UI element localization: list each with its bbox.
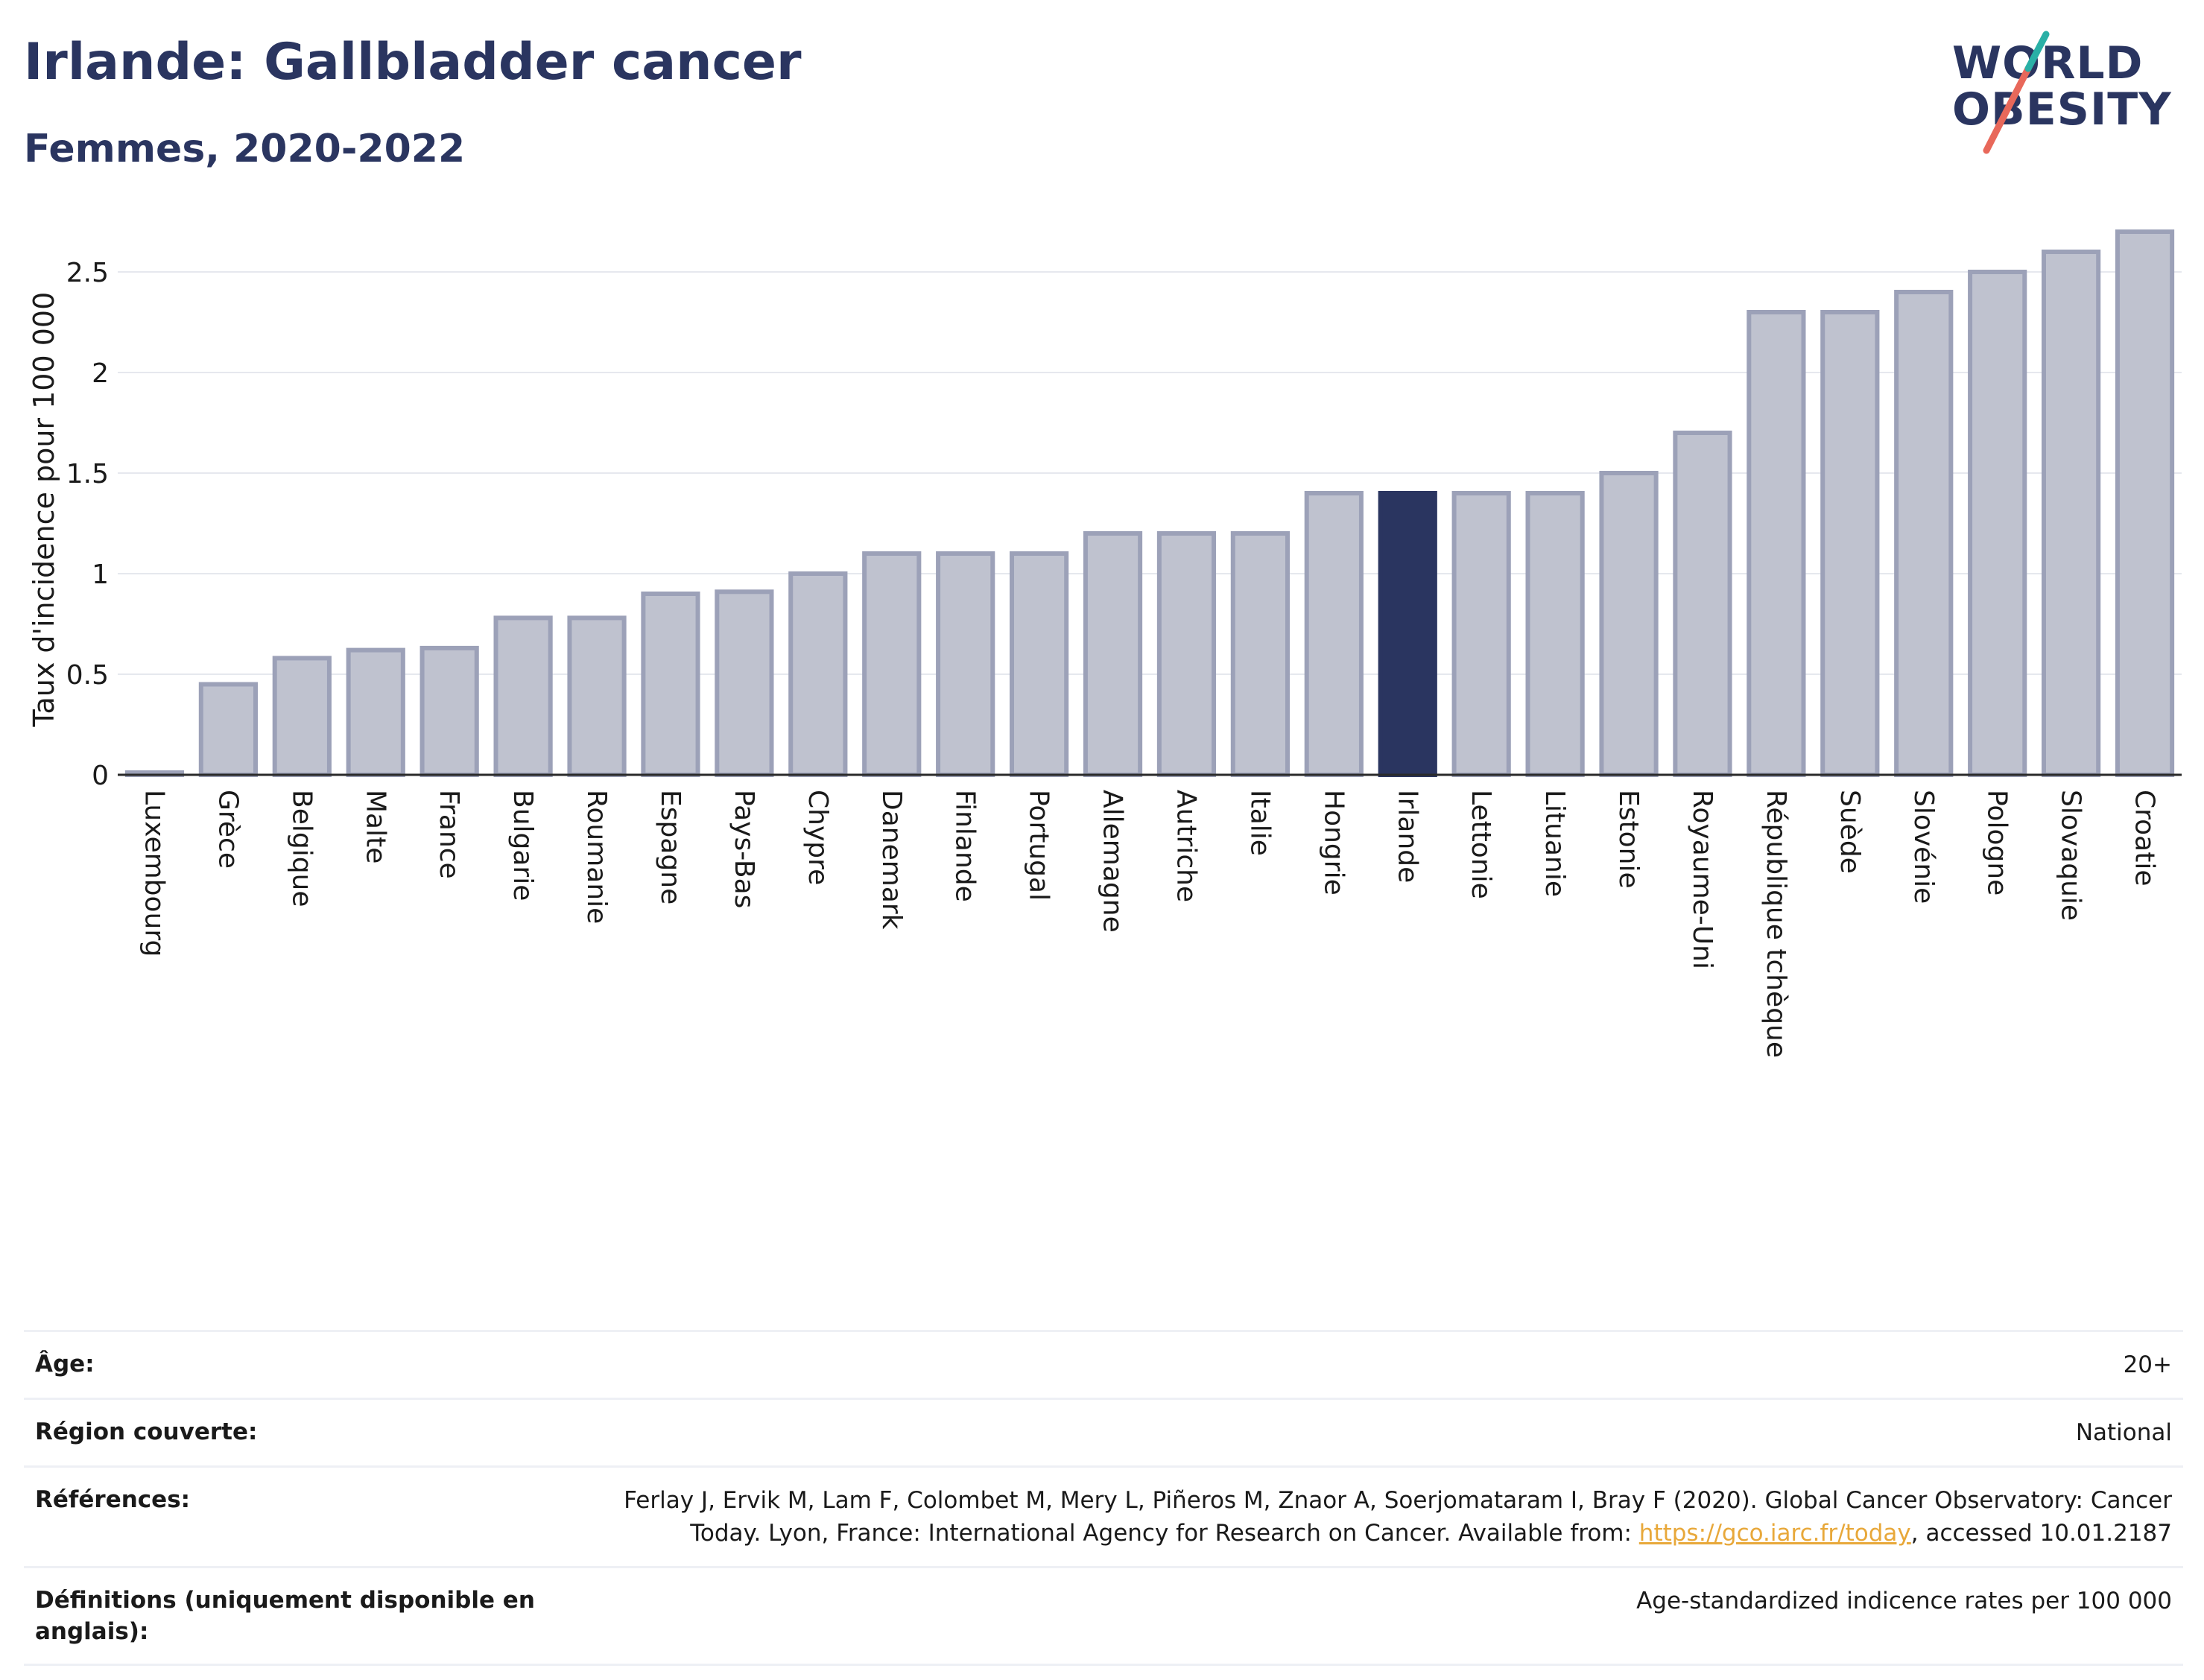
bar-slovénie — [1894, 290, 1954, 777]
definitions-label: Définitions (uniquement disponible en an… — [35, 1587, 535, 1645]
bar-autriche — [1156, 531, 1217, 777]
x-tick-label: Slovénie — [1908, 790, 1939, 904]
bar-pays-bas — [715, 589, 774, 777]
bar-suède — [1820, 310, 1880, 777]
x-tick-label: Irlande — [1392, 790, 1422, 883]
bar-malte — [346, 647, 405, 777]
x-tick-label: Autriche — [1171, 790, 1201, 902]
references-text: Ferlay J, Ervik M, Lam F, Colombet M, Me… — [624, 1487, 2172, 1547]
bar-république-tchèque — [1747, 310, 1806, 777]
x-tick-label: Estonie — [1613, 790, 1644, 889]
bar-irlande — [1378, 491, 1437, 777]
page-subtitle: Femmes, 2020-2022 — [24, 127, 466, 171]
region-value: National — [2075, 1419, 2172, 1446]
age-label: Âge: — [35, 1351, 95, 1378]
meta-row-definitions: Définitions (uniquement disponible en an… — [24, 1566, 2183, 1666]
bar-pologne — [1968, 270, 2027, 777]
x-tick-label: Luxembourg — [139, 790, 169, 957]
x-tick-label: Hongrie — [1318, 790, 1349, 896]
age-value: 20+ — [2123, 1351, 2172, 1378]
x-tick-label: Lettonie — [1466, 790, 1496, 899]
logo-slash-icon — [1983, 31, 2050, 154]
y-axis-label: Taux d'incidence pour 100 000 — [28, 292, 60, 728]
y-tick-label: 1 — [92, 560, 109, 590]
meta-row-region: Région couverte: National — [24, 1398, 2183, 1465]
bar-belgique — [272, 656, 332, 778]
bars — [124, 229, 2175, 778]
bar-roumanie — [567, 615, 627, 778]
x-tick-label: France — [434, 790, 464, 879]
region-label: Région couverte: — [35, 1419, 258, 1445]
y-axis-ticks: 0 0.5 1 1.5 2 2.5 — [66, 258, 109, 791]
x-tick-label: Pays-Bas — [729, 790, 759, 908]
y-tick-label: 0 — [92, 761, 109, 791]
bar-allemagne — [1083, 531, 1143, 777]
x-tick-label: République tchèque — [1761, 790, 1791, 1058]
x-tick-label: Slovaquie — [2056, 790, 2086, 921]
x-tick-label: Suède — [1834, 790, 1865, 874]
logo-line-2: OBESITY — [1952, 83, 2172, 136]
bar-finlande — [936, 551, 995, 777]
references-label: Références: — [35, 1486, 191, 1513]
y-tick-label: 2.5 — [66, 258, 109, 288]
references-suffix: , accessed 10.01.2187 — [1910, 1520, 2172, 1547]
x-tick-label: Finlande — [950, 790, 981, 902]
meta-row-references: Références: Ferlay J, Ervik M, Lam F, Co… — [24, 1465, 2183, 1566]
bar-danemark — [862, 551, 922, 777]
x-tick-label: Malte — [360, 790, 390, 863]
x-axis-ticks: Luxembourg Grèce Belgique Malte France Bulgar… — [139, 790, 2159, 1058]
bar-chypre — [788, 571, 848, 777]
x-tick-label: Croatie — [2129, 790, 2160, 887]
x-tick-label: Pologne — [1982, 790, 2013, 896]
bar-portugal — [1010, 551, 1069, 777]
bar-grèce — [198, 682, 258, 777]
bar-slovaquie — [2042, 250, 2101, 777]
bar-chart: 0 0.5 1 1.5 2 2.5 Luxembourg Grèce Belgique Malt… — [28, 229, 2182, 1058]
x-tick-label: Royaume-Uni — [1687, 790, 1717, 969]
bar-estonie — [1599, 471, 1659, 777]
meta-row-age: Âge: 20+ — [24, 1330, 2183, 1398]
bar-croatie — [2115, 229, 2175, 777]
y-tick-label: 0.5 — [66, 660, 109, 691]
bar-hongrie — [1304, 491, 1364, 777]
x-tick-label: Danemark — [876, 790, 907, 930]
x-tick-label: Espagne — [655, 790, 685, 904]
definitions-value: Age-standardized indicence rates per 100… — [1636, 1588, 2172, 1614]
references-value: Ferlay J, Ervik M, Lam F, Colombet M, Me… — [570, 1484, 2172, 1550]
bar-royaume-uni — [1673, 431, 1732, 777]
x-tick-label: Grèce — [212, 790, 243, 869]
x-tick-label: Belgique — [286, 790, 317, 907]
x-tick-label: Lituanie — [1539, 790, 1570, 897]
metadata-table: Âge: 20+ Région couverte: National Référ… — [24, 1330, 2183, 1666]
y-tick-label: 1.5 — [66, 459, 109, 489]
x-tick-label: Chypre — [802, 790, 833, 885]
page-title: Irlande: Gallbladder cancer — [24, 33, 802, 92]
x-tick-label: Allemagne — [1098, 790, 1128, 933]
world-obesity-logo: WORLD OBESITY — [1937, 30, 2191, 164]
x-tick-label: Roumanie — [581, 790, 612, 924]
references-link[interactable]: https://gco.iarc.fr/today — [1638, 1520, 1911, 1547]
bar-italie — [1230, 531, 1290, 777]
bar-lituanie — [1525, 491, 1585, 777]
y-tick-label: 2 — [92, 358, 109, 389]
bar-bulgarie — [493, 615, 553, 778]
x-tick-label: Portugal — [1024, 790, 1054, 901]
bar-france — [419, 645, 479, 778]
x-tick-label: Italie — [1244, 790, 1275, 856]
bar-espagne — [641, 592, 700, 777]
x-tick-label: Bulgarie — [507, 790, 538, 901]
logo-line-1: WORLD — [1952, 37, 2144, 89]
bar-lettonie — [1451, 491, 1511, 777]
